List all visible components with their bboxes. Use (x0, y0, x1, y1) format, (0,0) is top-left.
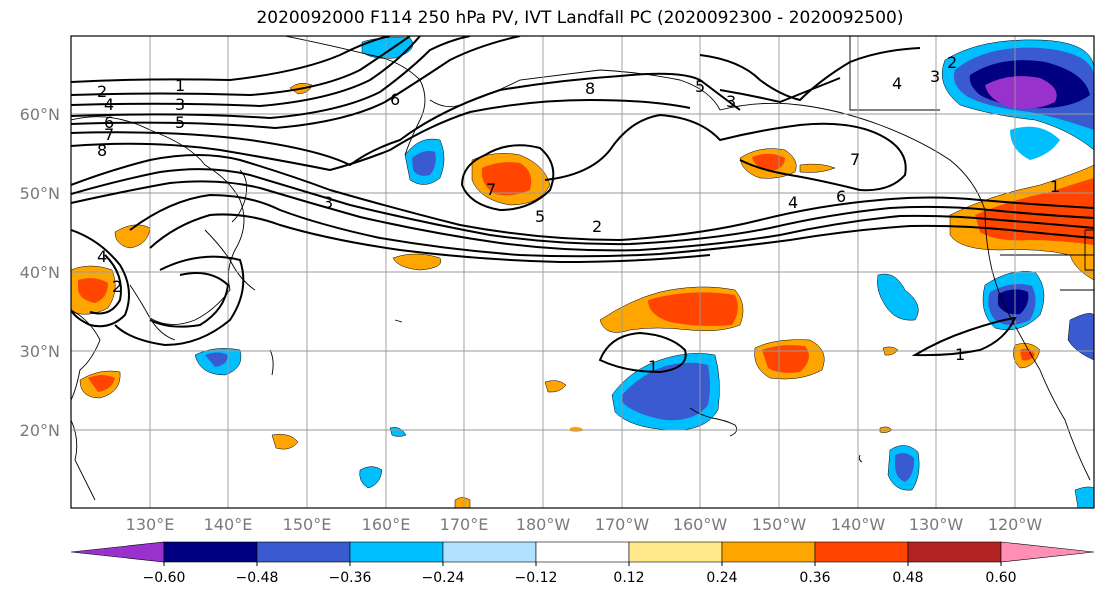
pv-contours (71, 36, 1094, 374)
lat-label: 60°N (20, 105, 60, 124)
anomaly-orange (544, 380, 567, 393)
colorbar-swatch (721, 541, 816, 563)
contour-label-7: 7 (104, 125, 114, 144)
contour-label-1: 1 (648, 357, 658, 376)
contour-label-2: 2 (112, 277, 122, 296)
contour-label-5: 5 (535, 207, 545, 226)
lon-label: 170°E (440, 515, 489, 534)
colorbar-tick-label: −0.24 (422, 570, 465, 586)
contour-label-4: 4 (788, 193, 798, 212)
colorbar-swatch (1000, 541, 1095, 563)
contour-label-2: 2 (947, 53, 957, 72)
colorbar-swatch (814, 541, 909, 563)
contour-label-3: 3 (323, 193, 333, 212)
anomaly-red-orange (78, 278, 108, 303)
anomaly-blue (1067, 313, 1094, 361)
lon-label: 140°E (204, 515, 253, 534)
anomaly-blue-light (1074, 486, 1094, 508)
contour-label-5: 5 (695, 77, 705, 96)
colorbar-swatch (349, 541, 444, 563)
contour-label-2: 2 (97, 82, 107, 101)
anomaly-blue (622, 362, 710, 421)
lon-label: 130°W (909, 515, 964, 534)
colorbar-tick-label: 0.24 (706, 570, 737, 586)
anomaly-red-orange (481, 162, 532, 196)
contour-labels: 1 2 3 4 5 6 7 8 3 5 2 4 6 7 4 3 2 8 5 3 … (97, 53, 1060, 376)
anomaly-blue (205, 352, 228, 367)
anomaly-red-orange (88, 375, 115, 392)
colorbar-swatch (628, 541, 723, 563)
colorbar-tick-label: 0.60 (985, 570, 1016, 586)
anomaly-blue-light (359, 466, 383, 489)
contour-label-8: 8 (97, 141, 107, 160)
lat-label: 50°N (20, 184, 60, 203)
colorbar-tick-label: 0.12 (613, 570, 644, 586)
contour-label-8: 8 (585, 79, 595, 98)
anomaly-orange (392, 253, 442, 271)
anomaly-purple (985, 76, 1057, 109)
anomaly-red-orange (1020, 348, 1035, 361)
contour-label-7: 7 (850, 150, 860, 169)
lat-label: 30°N (20, 342, 60, 361)
anomaly-orange (271, 434, 299, 450)
contour-label-4: 4 (892, 74, 902, 93)
anomaly-red-orange (975, 178, 1094, 245)
contour-label-1: 1 (175, 76, 185, 95)
lat-label: 40°N (20, 263, 60, 282)
lon-label: 130°E (126, 515, 175, 534)
anomaly-red-orange (762, 345, 809, 373)
contour-label-3: 3 (175, 95, 185, 114)
lon-label: 140°W (831, 515, 886, 534)
anomaly-blue (895, 453, 915, 482)
anomaly-orange (570, 426, 584, 432)
contour-label-5: 5 (175, 113, 185, 132)
contour-label-4: 4 (104, 95, 114, 114)
anomaly-blue-light (877, 273, 919, 321)
contour-label-6: 6 (390, 90, 400, 109)
contour-label-3: 3 (726, 92, 736, 111)
longitude-labels: 130°E 140°E 150°E 160°E 170°E 180°W 170°… (126, 515, 1043, 534)
contour-label-4: 4 (97, 247, 107, 266)
colorbar-tick-label: −0.60 (143, 570, 186, 586)
colorbar-swatch (70, 541, 165, 563)
colorbar-swatch (163, 541, 258, 563)
lat-label: 20°N (20, 421, 60, 440)
lon-label: 160°E (362, 515, 411, 534)
colorbar-swatch (256, 541, 351, 563)
colorbar-tick-label: −0.12 (515, 570, 558, 586)
colorbar-tick-label: 0.36 (799, 570, 830, 586)
anomaly-orange (114, 224, 151, 249)
anomaly-orange (454, 497, 471, 508)
contour-label-3: 3 (930, 67, 940, 86)
plot-border (70, 35, 1095, 509)
contour-label-6: 6 (836, 187, 846, 206)
colorbar: −0.60 −0.48 −0.36 −0.24 −0.12 0.12 0.24 0.36 0.4… (70, 541, 1095, 586)
lon-label: 170°W (595, 515, 650, 534)
lon-label: 120°W (988, 515, 1043, 534)
anomaly-orange (799, 163, 836, 173)
colorbar-tick-label: −0.36 (329, 570, 372, 586)
anomaly-red-orange (648, 292, 738, 326)
colorbar-tick-label: 0.48 (892, 570, 923, 586)
plot-title: 2020092000 F114 250 hPa PV, IVT Landfall… (256, 8, 904, 28)
colorbar-swatch (907, 541, 1002, 563)
colorbar-tick-label: −0.48 (236, 570, 279, 586)
lon-label: 150°E (283, 515, 332, 534)
contour-label-2: 2 (592, 217, 602, 236)
lon-label: 180°W (516, 515, 571, 534)
contour-label-7: 7 (486, 180, 496, 199)
lon-label: 150°W (752, 515, 807, 534)
colorbar-swatch (535, 541, 630, 563)
contour-label-1: 1 (1050, 177, 1060, 196)
colorbar-swatch (442, 541, 537, 563)
anomaly-blue (412, 150, 436, 176)
lon-label: 160°W (673, 515, 728, 534)
anomaly-blue-light (1010, 126, 1060, 160)
contour-label-1: 1 (955, 345, 965, 364)
latitude-labels: 60°N 50°N 40°N 30°N 20°N (20, 105, 60, 440)
contour-label-6: 6 (104, 113, 114, 132)
